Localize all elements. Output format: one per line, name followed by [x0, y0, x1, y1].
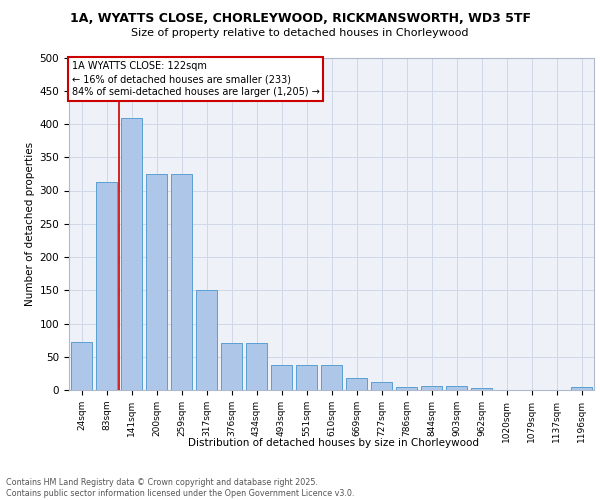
Bar — [246, 344, 267, 390]
Text: 1A WYATTS CLOSE: 122sqm
← 16% of detached houses are smaller (233)
84% of semi-d: 1A WYATTS CLOSE: 122sqm ← 16% of detache… — [71, 61, 320, 97]
Bar — [321, 366, 342, 390]
Bar — [71, 342, 92, 390]
Bar — [571, 386, 592, 390]
Bar — [221, 344, 242, 390]
Bar — [371, 382, 392, 390]
Bar — [146, 174, 167, 390]
Y-axis label: Number of detached properties: Number of detached properties — [25, 142, 35, 306]
Text: Contains HM Land Registry data © Crown copyright and database right 2025.
Contai: Contains HM Land Registry data © Crown c… — [6, 478, 355, 498]
Bar — [196, 290, 217, 390]
Bar — [121, 118, 142, 390]
Bar — [171, 174, 192, 390]
Bar — [396, 386, 417, 390]
Text: Distribution of detached houses by size in Chorleywood: Distribution of detached houses by size … — [188, 438, 479, 448]
Bar — [471, 388, 492, 390]
Bar — [271, 364, 292, 390]
Bar — [96, 182, 117, 390]
Bar — [296, 366, 317, 390]
Bar — [446, 386, 467, 390]
Text: 1A, WYATTS CLOSE, CHORLEYWOOD, RICKMANSWORTH, WD3 5TF: 1A, WYATTS CLOSE, CHORLEYWOOD, RICKMANSW… — [70, 12, 530, 26]
Bar — [421, 386, 442, 390]
Text: Size of property relative to detached houses in Chorleywood: Size of property relative to detached ho… — [131, 28, 469, 38]
Bar — [346, 378, 367, 390]
